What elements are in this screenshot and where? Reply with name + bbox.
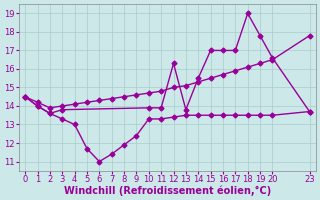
X-axis label: Windchill (Refroidissement éolien,°C): Windchill (Refroidissement éolien,°C)	[64, 185, 271, 196]
